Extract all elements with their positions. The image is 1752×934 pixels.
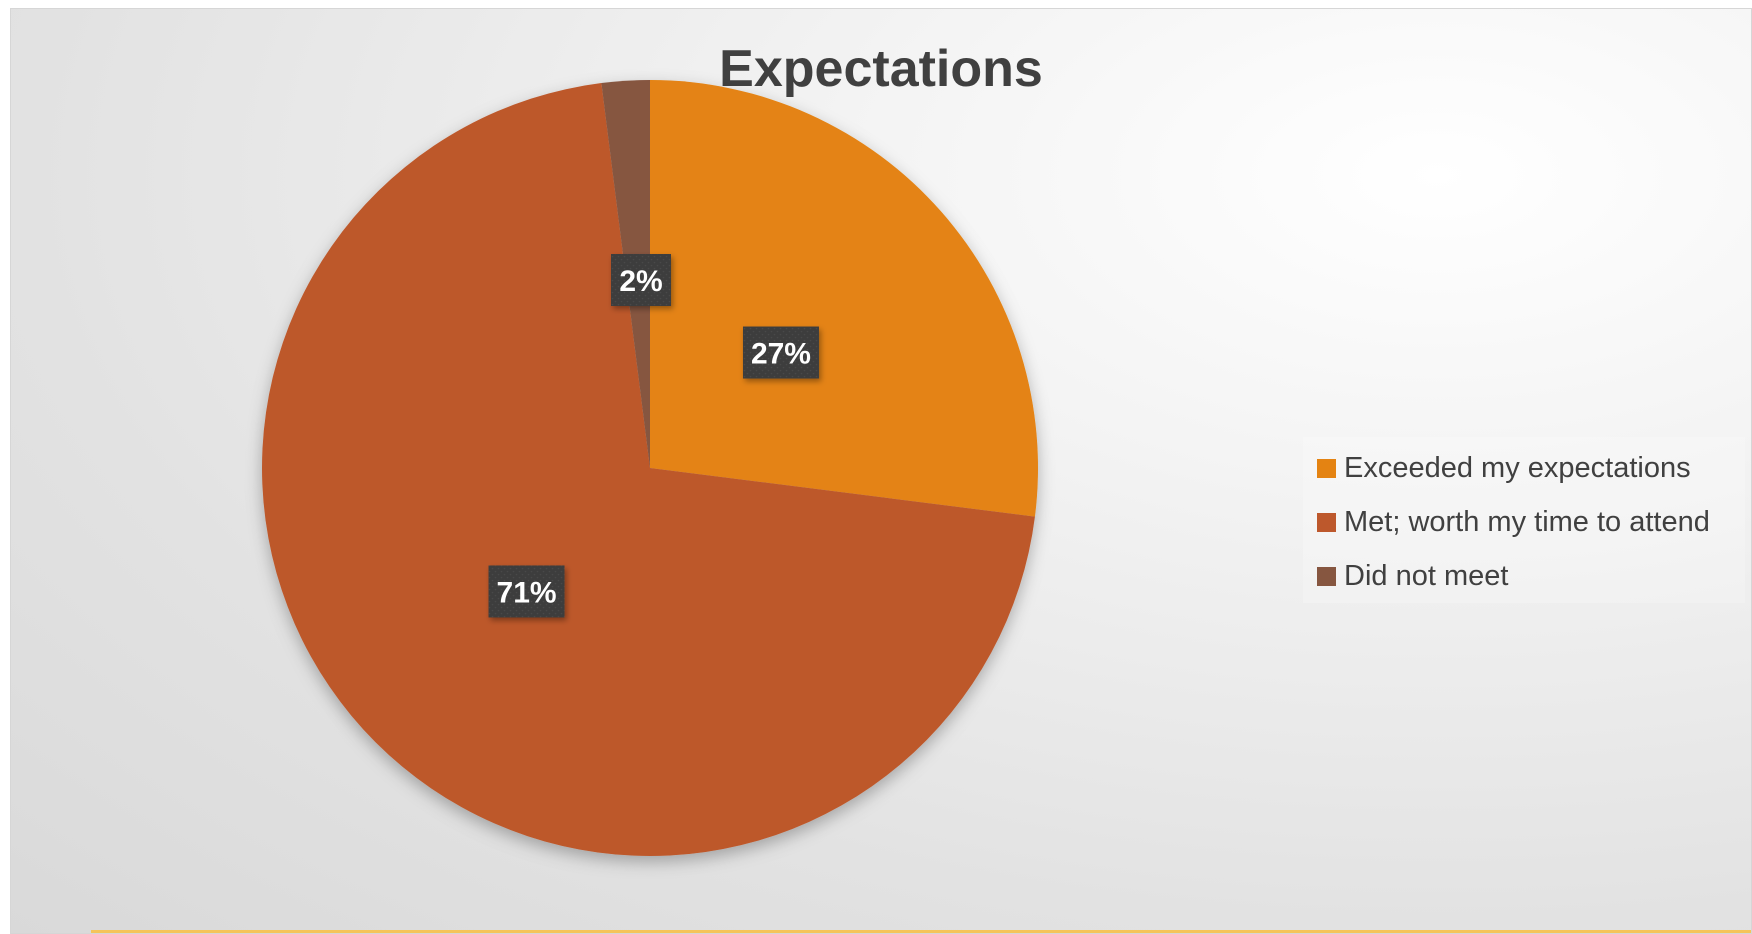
legend-label-did-not-meet: Did not meet [1344,560,1509,592]
legend-swatch-met [1317,513,1336,532]
data-label-did-not-meet: 2% [611,254,671,306]
legend-swatch-did-not-meet [1317,567,1336,586]
bottom-accent-line [91,930,1751,933]
pie-chart: 27% 71% 2% [262,80,1038,856]
legend: Exceeded my expectations Met; worth my t… [1303,437,1745,603]
data-label-box-did-not-meet [611,254,671,306]
data-label-box-met [488,565,565,618]
legend-swatch-exceeded [1317,459,1336,478]
data-label-text-met: 71% [497,576,557,609]
chart-title: Expectations [719,40,1043,98]
data-label-met: 71% [488,565,565,618]
legend-label-met: Met; worth my time to attend [1344,506,1710,538]
legend-item-exceeded: Exceeded my expectations [1317,452,1691,485]
chart-area: Expectations 27% 71% 2% Exceeded my expect… [10,8,1752,934]
legend-item-met: Met; worth my time to attend [1317,506,1710,539]
data-label-box-exceeded [742,326,819,379]
data-label-text-exceeded: 27% [751,338,811,371]
pie-slice-met [262,83,1035,856]
legend-label-exceeded: Exceeded my expectations [1344,452,1691,484]
data-label-text-did-not-meet: 2% [619,265,662,298]
data-label-exceeded: 27% [742,326,819,379]
pie-slice-exceeded [650,80,1038,517]
legend-item-did-not-meet: Did not meet [1317,560,1508,593]
